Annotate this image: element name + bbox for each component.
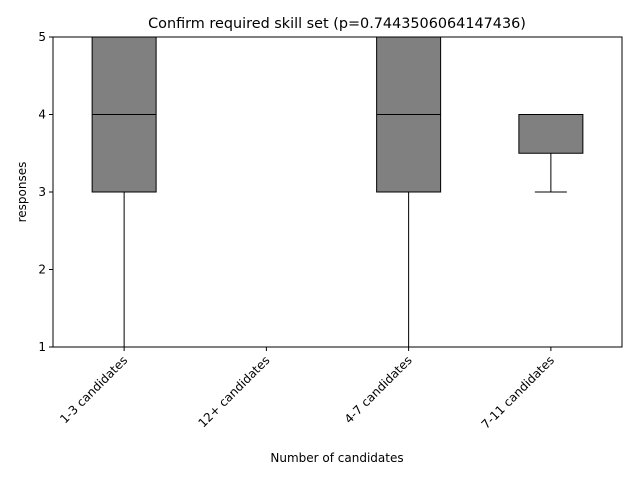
box-group bbox=[376, 36, 442, 348]
y-tick-label: 4 bbox=[38, 108, 46, 122]
y-tick-label: 5 bbox=[38, 30, 46, 44]
y-ticks-layer: 1 2 3 4 5 bbox=[38, 30, 53, 354]
chart-title: Confirm required skill set (p=0.74435060… bbox=[148, 16, 526, 32]
y-tick-label: 3 bbox=[38, 185, 46, 199]
box-group bbox=[518, 114, 584, 193]
y-tick-label: 1 bbox=[38, 340, 46, 354]
x-axis-label: Number of candidates bbox=[270, 451, 403, 465]
y-axis-label: responses bbox=[15, 162, 29, 223]
y-tick-label: 2 bbox=[38, 263, 46, 277]
plot-area-frame bbox=[52, 36, 623, 348]
box-iqr bbox=[518, 114, 584, 154]
